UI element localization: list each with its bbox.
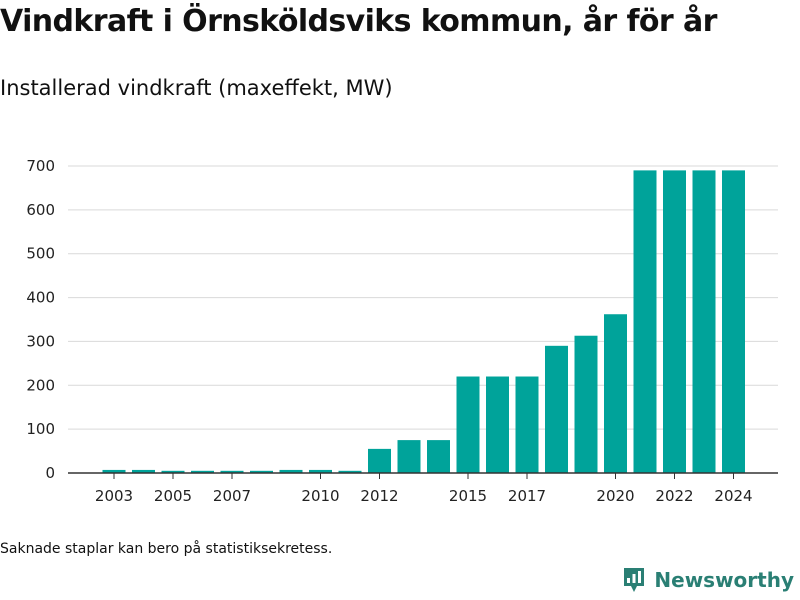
y-tick-label: 500	[26, 245, 55, 263]
x-tick-label: 2010	[301, 487, 339, 505]
y-tick-label: 700	[26, 157, 55, 175]
brand-name: Newsworthy	[654, 568, 794, 592]
x-tick-label: 2007	[213, 487, 251, 505]
bar	[722, 170, 745, 473]
bar	[515, 376, 539, 473]
bar	[161, 470, 185, 473]
x-tick-label: 2017	[508, 487, 546, 505]
bar	[338, 470, 362, 473]
bars	[102, 170, 745, 473]
x-tick-label: 2012	[360, 487, 398, 505]
y-tick-label: 100	[26, 420, 55, 438]
y-tick-label: 600	[26, 201, 55, 219]
x-tick-label: 2020	[596, 487, 634, 505]
x-tick-label: 2003	[95, 487, 133, 505]
bar	[250, 470, 273, 473]
gridlines	[68, 165, 778, 430]
bar	[574, 335, 598, 473]
bar	[545, 345, 568, 473]
x-tick-label: 2024	[714, 487, 752, 505]
bar	[102, 469, 126, 473]
newsworthy-logo[interactable]: Newsworthy	[622, 566, 794, 594]
y-axis-ticks: 0 100 200 300 400 500 600 700	[26, 157, 55, 482]
bar	[220, 470, 244, 473]
bar	[368, 448, 391, 473]
bar	[279, 469, 303, 473]
chart-subtitle: Installerad vindkraft (maxeffekt, MW)	[0, 76, 393, 100]
bar	[191, 470, 214, 473]
bar	[309, 469, 332, 473]
x-tick-label: 2005	[154, 487, 192, 505]
y-tick-label: 300	[26, 332, 55, 350]
bar	[692, 170, 716, 473]
bar	[486, 376, 509, 473]
bar	[633, 170, 657, 473]
x-tick-label: 2022	[655, 487, 693, 505]
bar	[663, 170, 686, 473]
chart-title: Vindkraft i Örnsköldsviks kommun, år för…	[0, 4, 717, 39]
bar	[604, 314, 627, 473]
bar	[456, 376, 480, 473]
y-tick-label: 400	[26, 289, 55, 307]
x-tick-label: 2015	[449, 487, 487, 505]
x-axis-ticks: 2003 2005 2007 2010 2012 2015 2017 2020 2022 2024	[95, 473, 753, 505]
newsworthy-logo-icon	[624, 568, 645, 592]
bar	[397, 440, 421, 473]
bar	[427, 440, 450, 473]
y-tick-label: 0	[45, 464, 55, 482]
bar	[132, 469, 155, 473]
footnote: Saknade staplar kan bero på statistiksek…	[0, 541, 333, 557]
y-tick-label: 200	[26, 376, 55, 394]
